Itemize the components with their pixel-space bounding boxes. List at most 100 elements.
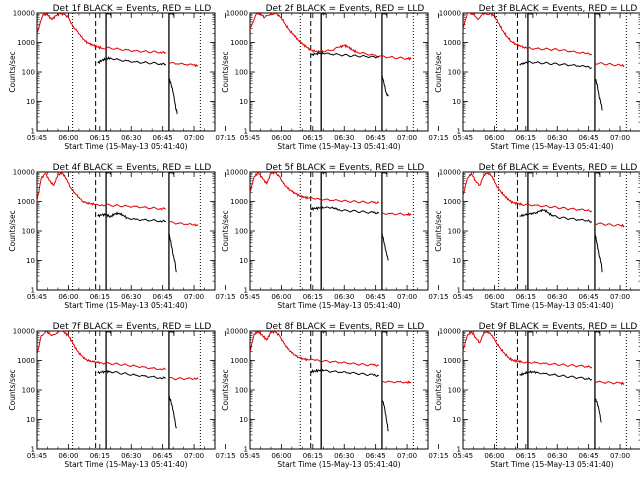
chart-title: Det 5f BLACK = Events, RED = LLD [266,163,425,173]
x-tick-label: 06:30 [121,134,141,142]
x-axis-label: Start Time (15-May-13 05:41:40) [277,301,400,310]
panel-det-3f: Det 3f BLACK = Events, RED = LLD 1 10 100 10… [434,4,640,151]
x-tick-label: 06:00 [58,134,78,142]
plot-frame [36,330,216,450]
series-events-line [594,78,603,111]
series-events-line [310,368,380,378]
x-tick-label: 06:30 [334,134,354,142]
y-tick-label: 10000 [13,169,35,177]
series-events-line [519,208,593,224]
x-tick-label: 06:15 [90,293,110,301]
x-tick-label: 06:00 [58,293,78,301]
marker-bracket [381,331,388,336]
y-tick-label: 10 [26,416,35,424]
y-tick-label: 10000 [13,328,35,336]
chart-title: Det 8f BLACK = Events, RED = LLD [266,322,425,332]
y-axis-label: Counts/sec [221,51,230,92]
y-tick-label: 1000 [17,39,35,47]
y-tick-label: 100 [22,69,35,77]
series-events-line [168,233,177,273]
x-tick-label: 06:45 [366,134,386,142]
series-events-line [168,396,177,429]
y-tick-label: 1 [31,446,35,454]
y-tick-label: 10000 [439,169,461,177]
marker-bracket [321,331,327,336]
y-tick-label: 1000 [230,357,248,365]
x-tick-label: 06:00 [484,134,504,142]
marker-bracket [321,13,327,18]
x-tick-label: 07:15 [215,134,235,142]
x-tick-label: 06:45 [366,452,386,460]
x-axis-label: Start Time (15-May-13 05:41:40) [277,142,400,151]
y-tick-label: 1000 [443,357,461,365]
x-tick-label: 06:30 [334,452,354,460]
x-axis-label: Start Time (15-May-13 05:41:40) [490,301,613,310]
x-tick-label: 06:45 [579,134,599,142]
series-events-line [519,369,593,381]
y-tick-label: 1000 [17,357,35,365]
y-tick-label: 10000 [439,328,461,336]
x-tick-label: 06:00 [271,452,291,460]
x-tick-label: 05:45 [240,293,260,301]
y-axis-label: Counts/sec [221,369,230,410]
series-events-line [381,398,389,432]
x-tick-label: 06:30 [547,452,567,460]
marker-bracket [381,13,388,18]
y-tick-label: 10000 [226,10,248,18]
y-tick-label: 100 [22,228,35,236]
marker-bracket [594,13,601,18]
series-lld-line [462,12,593,56]
x-tick-label: 06:15 [303,452,323,460]
y-tick-label: 1000 [230,198,248,206]
y-tick-label: 10 [452,416,461,424]
chart-title: Det 4f BLACK = Events, RED = LLD [53,163,212,173]
y-tick-label: 100 [235,69,248,77]
y-axis-label: Counts/sec [8,369,17,410]
series-events-line [168,78,178,115]
marker-bracket [527,13,534,18]
series-lld-line [381,380,412,385]
y-axis-label: Counts/sec [221,210,230,251]
x-tick-label: 06:00 [271,134,291,142]
marker-bracket [594,331,601,336]
x-tick-label: 07:15 [215,452,235,460]
x-tick-label: 06:15 [90,134,110,142]
panel-det-8f: Det 8f BLACK = Events, RED = LLD 1 10 100 10… [221,322,449,469]
y-tick-label: 10 [239,257,248,265]
y-tick-label: 10000 [439,10,461,18]
marker-bracket [594,172,601,177]
panel-det-2f: Det 2f BLACK = Events, RED = LLD 1 10 100 10… [221,4,449,151]
x-tick-label: 07:15 [428,452,448,460]
y-tick-label: 10 [239,98,248,106]
series-events-line [381,74,389,97]
y-tick-label: 1 [31,287,35,295]
x-axis-label: Start Time (15-May-13 05:41:40) [64,460,187,469]
panel-det-7f: Det 7f BLACK = Events, RED = LLD 1 10 100 10… [8,322,236,469]
plot-frame [249,330,429,450]
x-tick-label: 05:45 [240,452,260,460]
x-tick-label: 05:45 [453,293,473,301]
plot-frame [36,12,216,132]
series-events-line [381,232,389,261]
series-lld-line [381,212,412,217]
y-tick-label: 1000 [443,198,461,206]
series-lld-line [36,171,166,211]
x-axis-label: Start Time (15-May-13 05:41:40) [490,460,613,469]
x-tick-label: 07:15 [215,293,235,301]
y-tick-label: 10000 [13,10,35,18]
plot-frame [249,12,429,132]
series-lld-line [36,12,167,54]
y-axis-label: Counts/sec [434,51,443,92]
marker-bracket [106,13,112,18]
marker-bracket [106,331,112,336]
panel-det-6f: Det 6f BLACK = Events, RED = LLD 1 10 100 10… [434,163,640,310]
y-tick-label: 10 [26,257,35,265]
x-tick-label: 06:45 [366,293,386,301]
marker-bracket [168,172,175,177]
series-lld-line [249,11,412,61]
x-tick-label: 06:15 [516,134,536,142]
y-tick-label: 100 [22,387,35,395]
series-lld-line [594,222,625,228]
y-tick-label: 1 [31,128,35,136]
